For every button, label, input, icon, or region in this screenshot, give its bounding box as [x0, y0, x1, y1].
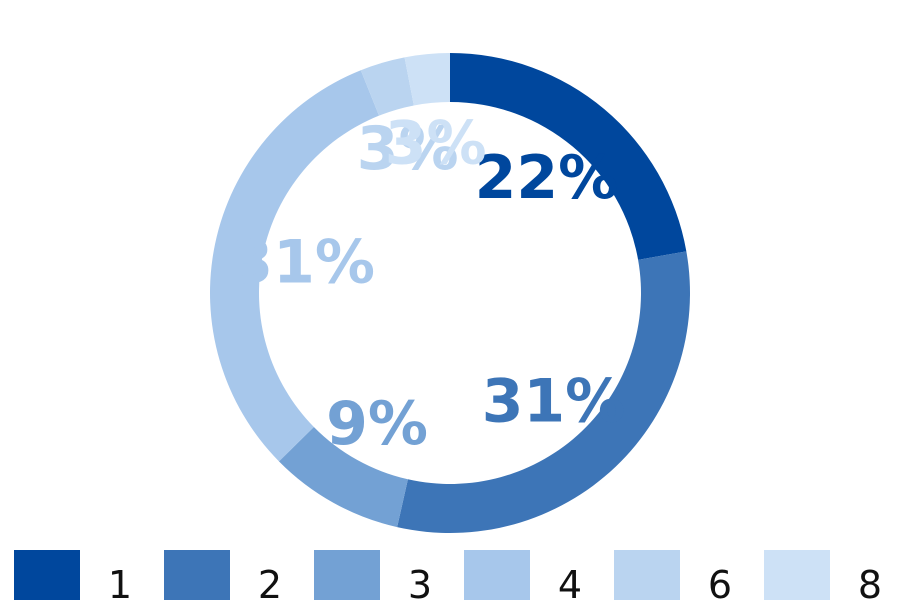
- legend: 1 2 3 4 6 8: [14, 550, 882, 600]
- legend-swatch-3: [314, 550, 380, 600]
- slice-2: [397, 251, 690, 533]
- slice-label-6: 3%: [357, 114, 459, 184]
- legend-swatch-8: [764, 550, 830, 600]
- slice-6: [360, 57, 414, 116]
- slice-label-8: 3%: [385, 109, 487, 179]
- legend-label-1: 1: [108, 563, 132, 600]
- legend-swatch-1: [14, 550, 80, 600]
- legend-label-3: 3: [408, 563, 432, 600]
- legend-label-4: 4: [558, 563, 582, 600]
- slice-4: [209, 70, 380, 462]
- legend-swatch-4: [464, 550, 530, 600]
- slice-8: [404, 53, 450, 106]
- legend-label-2: 2: [258, 563, 282, 600]
- slice-label-1: 22%: [475, 143, 619, 213]
- slice-label-3: 9%: [326, 389, 428, 459]
- slice-3: [278, 426, 408, 528]
- slice-1: [450, 53, 687, 260]
- legend-swatch-2: [164, 550, 230, 600]
- legend-label-6: 6: [708, 563, 732, 600]
- slice-label-4: 31%: [231, 227, 375, 297]
- legend-label-8: 8: [858, 563, 882, 600]
- donut-slices: [209, 53, 690, 533]
- slice-labels: 22%31%9%31%3%3%: [231, 109, 625, 459]
- legend-swatch-6: [614, 550, 680, 600]
- slice-label-2: 31%: [482, 367, 626, 437]
